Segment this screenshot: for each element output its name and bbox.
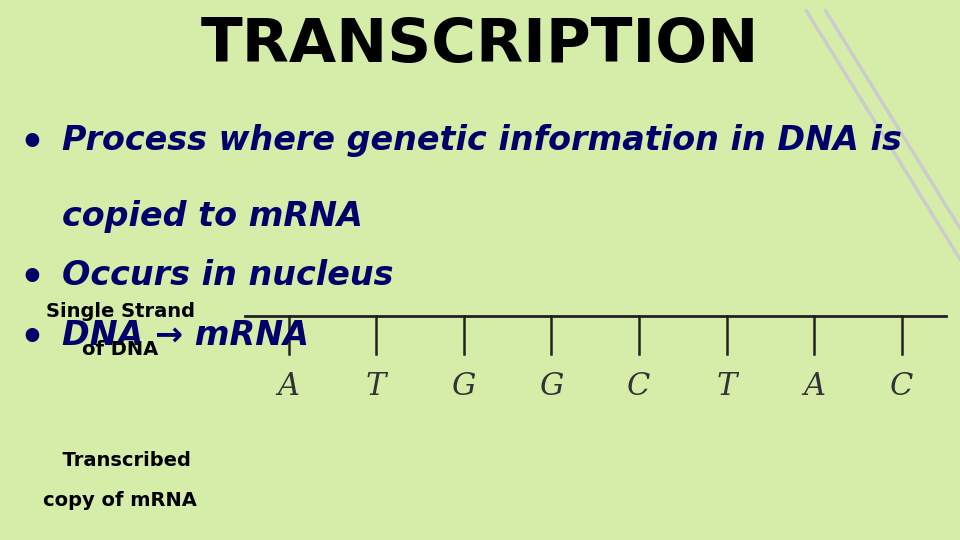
Text: TRANSCRIPTION: TRANSCRIPTION [201, 16, 759, 75]
Text: G: G [451, 370, 476, 402]
Text: Transcribed: Transcribed [49, 451, 191, 470]
Text: A: A [277, 370, 300, 402]
Text: copied to mRNA: copied to mRNA [62, 200, 363, 233]
Text: C: C [627, 370, 651, 402]
Text: A: A [804, 370, 826, 402]
Text: •: • [19, 124, 44, 162]
Text: Occurs in nucleus: Occurs in nucleus [62, 259, 394, 292]
Text: Process where genetic information in DNA is: Process where genetic information in DNA… [62, 124, 902, 157]
Text: T: T [366, 370, 386, 402]
Text: •: • [19, 259, 44, 297]
Text: DNA → mRNA: DNA → mRNA [62, 319, 309, 352]
Text: T: T [716, 370, 736, 402]
Text: Single Strand: Single Strand [45, 302, 195, 321]
Text: copy of mRNA: copy of mRNA [43, 491, 197, 510]
Text: G: G [540, 370, 564, 402]
Text: •: • [19, 319, 44, 356]
Text: C: C [890, 370, 914, 402]
Text: of DNA: of DNA [82, 340, 158, 359]
